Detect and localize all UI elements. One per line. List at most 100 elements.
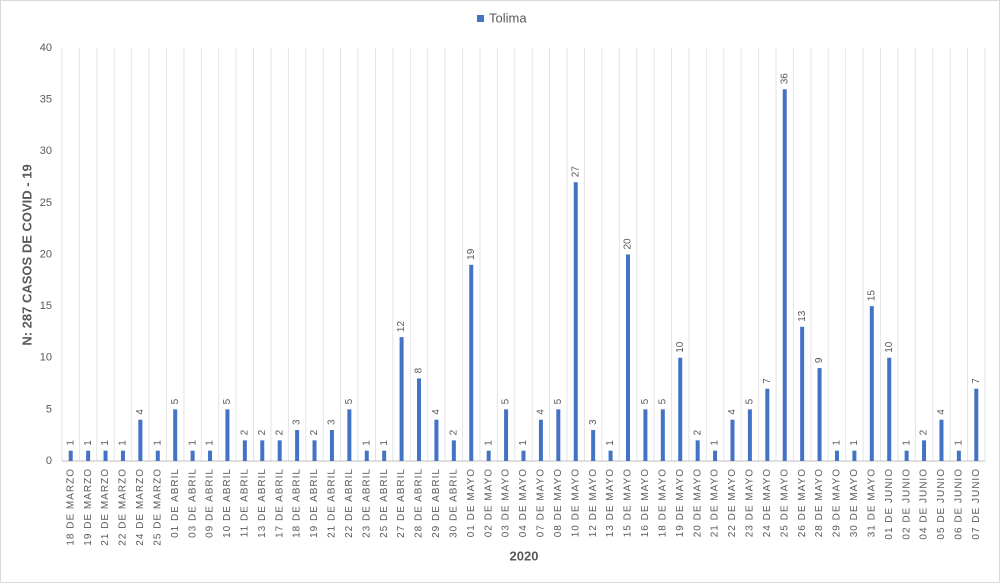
x-tick-label: 19 DE MAYO [675, 468, 686, 537]
x-tick-label: 19 DE MARZO [83, 468, 94, 546]
x-tick-label: 13 DE MAYO [605, 468, 616, 537]
data-label: 4 [727, 409, 738, 415]
bar [347, 409, 352, 461]
bar [68, 450, 73, 461]
data-label: 2 [448, 429, 459, 435]
bar [86, 450, 91, 461]
data-label: 4 [536, 409, 547, 415]
data-label: 1 [361, 440, 372, 446]
bar [625, 254, 630, 461]
data-label: 1 [832, 440, 843, 446]
x-tick-label: 01 DE MAYO [466, 468, 477, 537]
bar [173, 409, 178, 461]
data-label: 4 [936, 409, 947, 415]
x-axis-title: 2020 [510, 548, 539, 563]
bar [417, 378, 422, 461]
bar [521, 450, 526, 461]
bar [852, 450, 857, 461]
bar [974, 388, 979, 461]
y-tick-label: 30 [40, 145, 52, 157]
bar [190, 450, 195, 461]
data-label: 10 [884, 341, 895, 353]
bar [155, 450, 160, 461]
data-label: 1 [605, 440, 616, 446]
data-label: 3 [327, 419, 338, 425]
data-label: 9 [814, 357, 825, 363]
x-tick-label: 16 DE MAYO [640, 468, 651, 537]
x-tick-label: 02 DE MAYO [483, 468, 494, 537]
data-label: 1 [205, 440, 216, 446]
bar [887, 357, 892, 461]
bar [486, 450, 491, 461]
data-label: 3 [588, 419, 599, 425]
bar [869, 306, 874, 461]
x-tick-label: 30 DE ABRIL [448, 468, 459, 538]
x-tick-label: 30 DE MAYO [849, 468, 860, 537]
data-label: 1 [65, 440, 76, 446]
data-label: 8 [414, 367, 425, 373]
x-tick-label: 11 DE ABRIL [239, 468, 250, 537]
bar [573, 182, 578, 461]
data-label: 27 [570, 166, 581, 178]
data-label: 1 [710, 440, 721, 446]
bar [608, 450, 613, 461]
x-tick-label: 05 DE JUNIO [936, 468, 947, 540]
data-label: 5 [344, 398, 355, 404]
y-tick-label: 20 [40, 248, 52, 260]
x-tick-label: 01 DE JUNIO [884, 468, 895, 540]
x-tick-label: 22 DE MAYO [727, 468, 738, 537]
x-tick-label: 03 DE ABRIL [187, 468, 198, 538]
x-tick-label: 10 DE ABRIL [222, 468, 233, 538]
y-tick-label: 25 [40, 197, 52, 209]
x-tick-label: 21 DE MAYO [710, 468, 721, 537]
data-label: 1 [100, 440, 111, 446]
bar [382, 450, 387, 461]
x-tick-label: 18 DE MAYO [657, 468, 668, 537]
bar [922, 440, 927, 461]
x-tick-label: 25 DE ABRIL [379, 468, 390, 538]
x-tick-label: 04 DE MAYO [518, 468, 529, 537]
y-tick-label: 5 [46, 403, 52, 415]
data-label: 1 [901, 440, 912, 446]
x-tick-label: 12 DE MAYO [588, 468, 599, 537]
data-label: 2 [257, 429, 268, 435]
x-tick-label: 25 DE MARZO [152, 468, 163, 546]
bar [904, 450, 909, 461]
x-tick-label: 18 DE MARZO [65, 468, 76, 546]
x-tick-label: 23 DE MAYO [745, 468, 756, 537]
x-tick-label: 26 DE MAYO [797, 468, 808, 537]
bar [817, 368, 822, 461]
data-label: 2 [239, 429, 250, 435]
bar [713, 450, 718, 461]
bar [138, 419, 143, 461]
legend-swatch [477, 15, 484, 22]
data-label: 7 [971, 378, 982, 384]
x-tick-label: 20 DE MAYO [692, 468, 703, 537]
y-axis-title: N: 287 CASOS DE COVID - 19 [19, 164, 34, 345]
data-label: 4 [431, 409, 442, 415]
data-label: 12 [396, 321, 407, 333]
y-tick-label: 0 [46, 455, 52, 467]
data-label: 5 [657, 398, 668, 404]
bar [747, 409, 752, 461]
x-tick-label: 29 DE ABRIL [431, 468, 442, 538]
x-tick-label: 02 DE JUNIO [901, 468, 912, 540]
bar [834, 450, 839, 461]
data-label: 5 [553, 398, 564, 404]
x-tick-label: 07 DE JUNIO [971, 468, 982, 540]
bar [800, 326, 805, 461]
x-tick-label: 28 DE ABRIL [414, 468, 425, 538]
data-label: 1 [152, 440, 163, 446]
data-label: 2 [274, 429, 285, 435]
data-label: 2 [692, 429, 703, 435]
y-tick-label: 10 [40, 352, 52, 364]
bar [956, 450, 961, 461]
bar [225, 409, 230, 461]
bar [591, 430, 596, 461]
data-label: 2 [309, 429, 320, 435]
x-tick-label: 22 DE ABRIL [344, 468, 355, 538]
x-tick-label: 17 DE ABRIL [274, 468, 285, 538]
bar [782, 89, 787, 462]
